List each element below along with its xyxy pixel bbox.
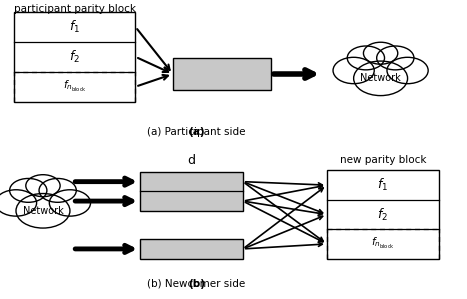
Text: $f_2$: $f_2$: [69, 49, 80, 65]
Text: (a) Participant side: (a) Participant side: [147, 127, 245, 137]
Circle shape: [354, 61, 408, 96]
Circle shape: [363, 42, 398, 64]
Bar: [140, 172, 243, 211]
Text: $f_1$: $f_1$: [69, 19, 80, 35]
Circle shape: [39, 179, 76, 202]
Text: Network: Network: [360, 73, 401, 83]
Circle shape: [50, 190, 91, 216]
Text: $f_1$: $f_1$: [377, 177, 389, 193]
Text: (b): (b): [188, 279, 205, 289]
Circle shape: [16, 193, 70, 228]
Bar: [14, 12, 135, 102]
Circle shape: [0, 190, 36, 216]
Text: $f_{n_{\rm block}}$: $f_{n_{\rm block}}$: [63, 79, 86, 94]
Text: Network: Network: [22, 206, 64, 216]
Text: (a): (a): [188, 127, 205, 137]
Circle shape: [347, 46, 384, 70]
Text: participant parity block: participant parity block: [14, 4, 136, 14]
Circle shape: [377, 46, 414, 70]
Circle shape: [387, 57, 428, 84]
Bar: [140, 239, 243, 259]
Bar: [327, 170, 439, 259]
Text: $f_{n_{\rm block}}$: $f_{n_{\rm block}}$: [371, 237, 395, 251]
Bar: [173, 58, 271, 90]
Text: (b) Newcomer side: (b) Newcomer side: [147, 279, 245, 289]
Circle shape: [10, 179, 47, 202]
Text: new parity block: new parity block: [340, 155, 426, 165]
Circle shape: [26, 175, 60, 197]
Text: $f_2$: $f_2$: [377, 207, 389, 222]
Circle shape: [333, 57, 374, 84]
Text: d: d: [187, 154, 196, 167]
